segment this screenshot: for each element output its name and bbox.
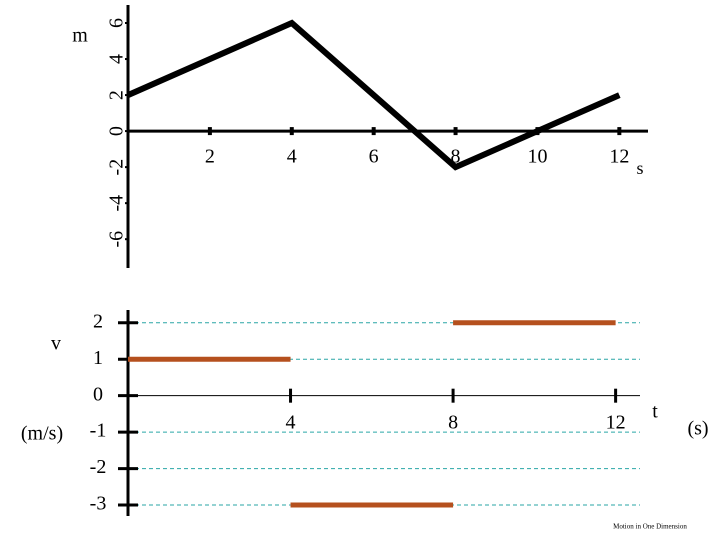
x-tick-label: 10 bbox=[527, 146, 547, 168]
x-tick-label: 4 bbox=[286, 411, 296, 433]
y-tick-label: 6 bbox=[106, 18, 128, 28]
y-tick-label: 4 bbox=[106, 54, 128, 64]
y-tick-label: 0 bbox=[106, 126, 128, 136]
x-tick-label: 12 bbox=[609, 146, 629, 168]
x-axis-unit: (s) bbox=[687, 418, 708, 440]
x-tick-label: 8 bbox=[448, 411, 458, 433]
y-axis-label: v bbox=[51, 333, 61, 355]
y-tick-label: 0 bbox=[93, 383, 103, 405]
x-tick-label: 6 bbox=[369, 146, 379, 168]
position-line bbox=[126, 19, 621, 171]
y-tick-label: -1 bbox=[90, 420, 107, 442]
footer: Motion in One Dimension bbox=[613, 523, 687, 531]
x-tick-label: 4 bbox=[287, 146, 297, 168]
y-axis-unit: (m/s) bbox=[21, 423, 63, 445]
x-tick-label: 12 bbox=[606, 411, 626, 433]
x-tick-label: 8 bbox=[451, 146, 461, 168]
y-tick-label: 2 bbox=[93, 310, 103, 332]
y-tick-label: -4 bbox=[106, 195, 128, 212]
y-tick-label: -2 bbox=[90, 456, 107, 478]
x-tick-label: 2 bbox=[205, 146, 215, 168]
x-axis-label: s bbox=[636, 158, 643, 178]
y-tick-label: -2 bbox=[106, 159, 128, 176]
y-tick-label: -6 bbox=[106, 231, 128, 248]
y-tick-label: -3 bbox=[90, 493, 107, 515]
y-axis-label: m bbox=[72, 25, 88, 47]
y-tick-label: 2 bbox=[106, 90, 128, 100]
y-tick-label: 1 bbox=[93, 347, 103, 369]
x-axis-label: t bbox=[652, 401, 658, 423]
